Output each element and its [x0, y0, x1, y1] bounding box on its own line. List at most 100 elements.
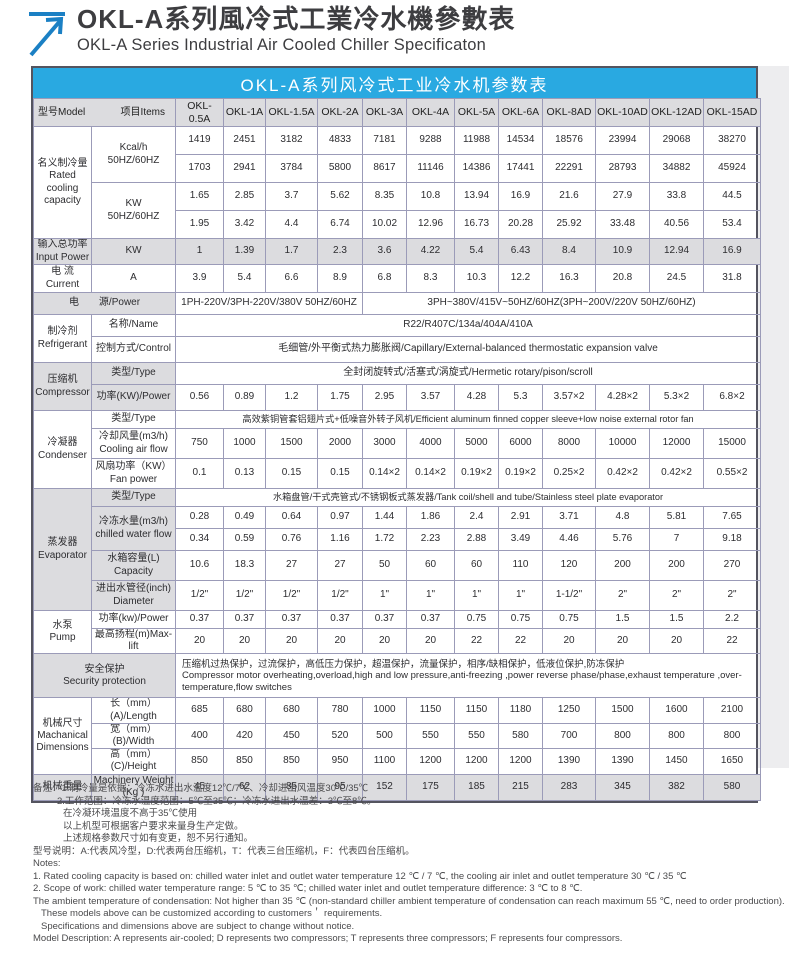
spec-value: 550	[454, 722, 499, 750]
spec-value: 0.75	[498, 610, 543, 629]
spec-value: 0.97	[317, 506, 363, 529]
spec-value: 1.86	[406, 506, 455, 529]
spec-value: 1000	[362, 697, 407, 724]
page-right-margin	[758, 66, 789, 768]
spec-value: 0.37	[175, 610, 224, 629]
spec-value: 1150	[454, 697, 499, 724]
row-sublabel: Machinery Weight (Kg )	[91, 773, 176, 801]
spec-value: 4.28×2	[595, 384, 650, 411]
spec-value: 1500	[595, 697, 650, 724]
spec-value: 0.42×2	[649, 458, 704, 489]
spec-value: 23994	[595, 126, 650, 155]
spec-value: 毛细管/外平衡式热力膨胀阀/Capillary/External-balance…	[175, 336, 761, 363]
notes-chinese: 备注：1.制冷量是依据：冷冻水进出水温度12℃/7℃、冷却进出风温度30℃/35…	[33, 783, 781, 858]
spec-value: 1	[175, 238, 224, 265]
spec-value: 382	[649, 773, 704, 801]
spec-value: 10000	[595, 428, 650, 459]
spec-value: 0.19×2	[498, 458, 543, 489]
spec-value: 14386	[454, 154, 499, 183]
row-sublabel: 控制方式/Control	[91, 336, 176, 363]
note-line: 上述规格参数尺寸如有变更，恕不另行通知。	[63, 833, 254, 845]
page-title-chinese: OKL-A系列風冷式工業冷水機參數表	[77, 4, 516, 34]
spec-value: 20	[649, 627, 704, 655]
spec-value: 20	[317, 627, 363, 655]
notes-block: 备注：1.制冷量是依据：冷冻水进出水温度12℃/7℃、冷却进出风温度30℃/35…	[33, 783, 785, 946]
spec-value: 5000	[454, 428, 499, 459]
row-sublabel: 功率(kw)/Power	[91, 610, 176, 629]
spec-value: 520	[317, 722, 363, 750]
spec-value: 22	[703, 627, 761, 655]
model-header: OKL-15AD	[703, 98, 761, 127]
spec-value: 850	[265, 748, 318, 775]
spec-value: 0.1	[175, 458, 224, 489]
spec-value: 1.65	[175, 182, 224, 211]
row-label-pump: 水泵 Pump	[33, 609, 92, 655]
spec-value: 2.91	[498, 506, 543, 529]
spec-value: 17441	[498, 154, 543, 183]
spec-value: 3.9	[175, 264, 224, 293]
spec-value: 1100	[362, 748, 407, 775]
spec-value: 1/2"	[223, 580, 266, 611]
spec-value: 2.4	[454, 506, 499, 529]
spec-value: 1"	[362, 580, 407, 611]
corner-model-label: 型号Model	[38, 106, 86, 118]
spec-value: 29068	[649, 126, 704, 155]
row-sublabel: 类型/Type	[91, 488, 176, 507]
spec-value: 25.92	[542, 210, 596, 239]
spec-value: 27	[317, 550, 363, 581]
row-label-input-power: 输入总功率 Input Power	[33, 238, 92, 265]
spec-value: 0.14×2	[406, 458, 455, 489]
spec-value: 33.48	[595, 210, 650, 239]
row-label-mechanical-dimensions: 机械尺寸 Machanical Dimensions	[33, 697, 92, 775]
spec-value: 2.95	[362, 384, 407, 411]
note-line: These models above can be customized acc…	[41, 908, 383, 920]
spec-value: 7.65	[703, 506, 761, 529]
note-line: 2. Scope of work: chilled water temperat…	[33, 883, 583, 895]
spec-value: 950	[317, 748, 363, 775]
spec-table-container: OKL-A系列风冷式工业冷水机参数表 型号Model 项目Items OKL-0.5…	[31, 66, 761, 803]
spec-value: 3PH~380V/415V~50HZ/60HZ(3PH~200V/220V 50…	[362, 292, 761, 315]
row-sublabel: 类型/Type	[91, 362, 176, 385]
spec-value: 450	[265, 722, 318, 750]
spec-value: 152	[362, 773, 407, 801]
spec-value: 2.88	[454, 528, 499, 551]
spec-value: 1450	[649, 748, 704, 775]
note-line: 在冷凝环境温度不高于35℃使用	[63, 808, 198, 820]
spec-value: 580	[498, 722, 543, 750]
spec-value: 50	[362, 550, 407, 581]
spec-value: 3.57	[406, 384, 455, 411]
spec-value: 1500	[265, 428, 318, 459]
spec-value: 0.37	[406, 610, 455, 629]
spec-value: 420	[223, 722, 266, 750]
spec-value: 3.42	[223, 210, 266, 239]
spec-value: 0.28	[175, 506, 224, 529]
spec-value: 8.9	[317, 264, 363, 293]
spec-value: 1200	[454, 748, 499, 775]
model-header: OKL-1.5A	[265, 98, 318, 127]
spec-value: 10.02	[362, 210, 407, 239]
spec-value: 1.16	[317, 528, 363, 551]
spec-value: 60	[454, 550, 499, 581]
spec-value: 15000	[703, 428, 761, 459]
row-sublabel: 风扇功率（KW） Fan power	[91, 458, 176, 489]
spec-value: 6.74	[317, 210, 363, 239]
spec-value: 2"	[595, 580, 650, 611]
spec-value: 3.57×2	[542, 384, 596, 411]
spec-value: 1.44	[362, 506, 407, 529]
spec-value: 0.76	[265, 528, 318, 551]
spec-value: 60	[406, 550, 455, 581]
spec-value: 1"	[406, 580, 455, 611]
spec-value: 5.4	[454, 238, 499, 265]
spec-value: 4.46	[542, 528, 596, 551]
model-header: OKL-8AD	[542, 98, 596, 127]
spec-value: 38270	[703, 126, 761, 155]
spec-value: 11988	[454, 126, 499, 155]
spec-value: 1250	[542, 697, 596, 724]
row-label-refrigerant: 制冷剂 Refrigerant	[33, 314, 92, 363]
spec-value: 0.15	[317, 458, 363, 489]
corner-items-label: 项目Items	[120, 106, 165, 118]
spec-value: 1.5	[649, 610, 704, 629]
spec-value: 1/2"	[317, 580, 363, 611]
spec-value: 22291	[542, 154, 596, 183]
spec-value: 1.75	[317, 384, 363, 411]
